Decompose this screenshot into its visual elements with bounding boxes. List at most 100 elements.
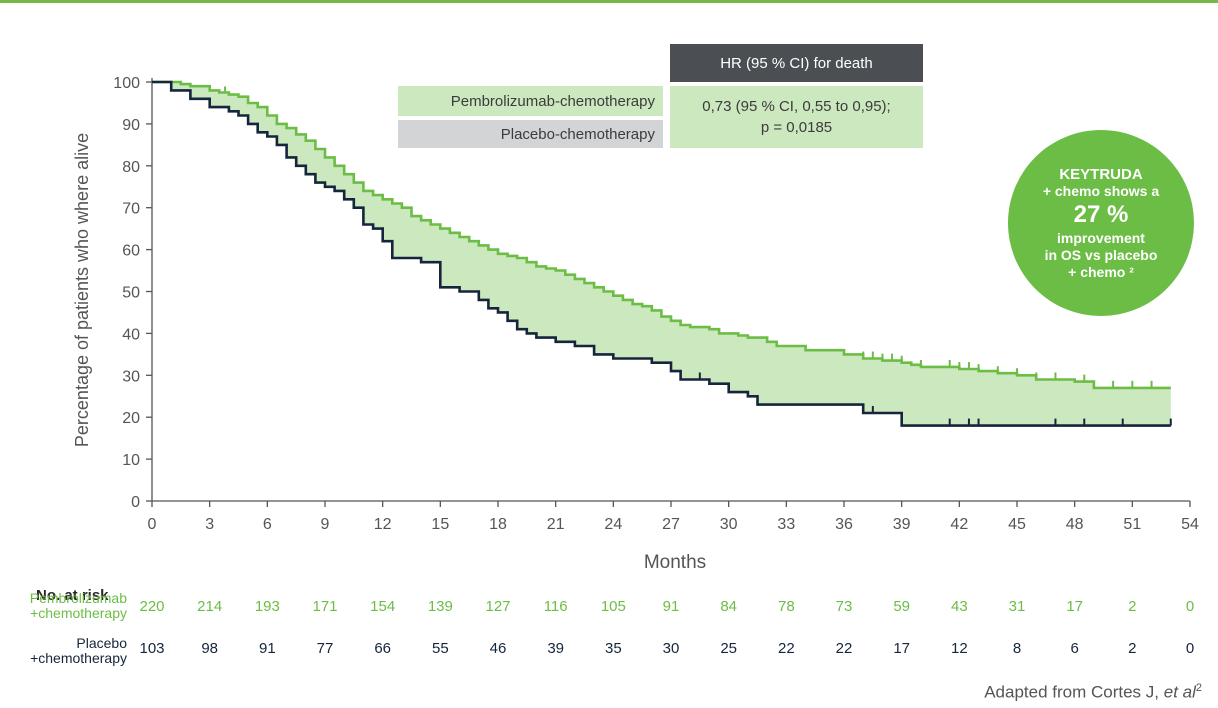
callout-percent: 27 %: [1073, 200, 1129, 228]
legend-placebo-label: Placebo-chemotherapy: [500, 125, 655, 143]
risk-pembro-24: 105: [600, 598, 626, 615]
risk-pembro-18: 127: [485, 598, 511, 615]
hr-value-line1: 0,73 (95 % CI, 0,55 to 0,95);: [702, 98, 891, 115]
x-tick-label: 12: [374, 516, 392, 533]
x-tick-label: 51: [1123, 516, 1141, 533]
risk-label-placebo-1: Placebo: [76, 635, 127, 651]
risk-placebo-36: 22: [835, 640, 853, 657]
top-rule: [0, 0, 1218, 3]
x-tick-label: 18: [489, 516, 507, 533]
y-tick-label: 20: [122, 410, 140, 427]
callout-line3: improvement: [1057, 229, 1145, 246]
source-etal: et al: [1163, 682, 1196, 702]
improvement-callout: KEYTRUDA + chemo shows a 27 % improvemen…: [1008, 130, 1194, 316]
legend-pembrolizumab-label: Pembrolizumab-chemotherapy: [450, 92, 655, 110]
risk-pembro-9: 171: [312, 598, 338, 615]
risk-placebo-3: 98: [201, 640, 218, 657]
x-tick-label: 6: [263, 516, 272, 533]
risk-pembro-54: 0: [1185, 598, 1195, 615]
risk-pembro-30: 84: [720, 598, 737, 615]
censor-marks: [224, 86, 1172, 426]
callout-brand: KEYTRUDA: [1059, 165, 1143, 183]
risk-placebo-9: 77: [316, 640, 334, 657]
y-tick-label: 0: [131, 494, 140, 511]
risk-placebo-15: 55: [431, 640, 449, 657]
risk-pembro-3: 214: [197, 598, 223, 615]
risk-placebo-30: 25: [720, 640, 737, 657]
axes: [146, 78, 1191, 507]
x-tick-label: 54: [1181, 516, 1199, 533]
x-tick-label: 27: [662, 516, 680, 533]
y-tick-label: 10: [122, 452, 140, 469]
risk-placebo-6: 91: [258, 640, 276, 657]
risk-pembro-36: 73: [835, 598, 853, 615]
risk-label-placebo: Placebo +chemotherapy: [30, 636, 127, 666]
risk-placebo-33: 22: [777, 640, 795, 657]
risk-placebo-27: 30: [662, 640, 680, 657]
risk-placebo-21: 39: [547, 640, 564, 657]
risk-label-placebo-2: +chemotherapy: [30, 650, 127, 666]
x-tick-label: 33: [777, 516, 795, 533]
risk-placebo-42: 12: [950, 640, 968, 657]
y-axis-label: Percentage of patients who where alive: [72, 133, 92, 447]
y-tick-label: 70: [122, 201, 140, 218]
x-tick-label: 30: [720, 516, 738, 533]
risk-pembro-27: 91: [662, 598, 680, 615]
x-tick-label: 3: [205, 516, 214, 533]
x-tick-label: 39: [893, 516, 911, 533]
risk-pembro-48: 17: [1066, 598, 1083, 615]
hr-value: 0,73 (95 % CI, 0,55 to 0,95); p = 0,0185: [670, 86, 923, 148]
callout-line2: + chemo shows a: [1042, 182, 1160, 199]
x-tick-label: 24: [604, 516, 622, 533]
x-tick-label: 45: [1008, 516, 1026, 533]
risk-placebo-12: 66: [374, 640, 391, 657]
risk-label-pembrolizumab-2: +chemotherapy: [30, 605, 127, 621]
y-tick-label: 50: [122, 285, 140, 302]
risk-pembro-33: 78: [777, 598, 795, 615]
risk-pembro-45: 31: [1008, 598, 1026, 615]
legend-pembrolizumab: Pembrolizumab-chemotherapy: [398, 86, 663, 116]
y-tick-label: 90: [122, 117, 140, 134]
risk-placebo-48: 6: [1070, 640, 1079, 657]
risk-placebo-45: 8: [1012, 640, 1022, 657]
risk-placebo-18: 46: [489, 640, 507, 657]
risk-pembro-6: 193: [254, 598, 280, 615]
risk-pembro-21: 116: [543, 598, 568, 615]
y-tick-label: 80: [122, 159, 140, 176]
x-axis-label: Months: [644, 552, 706, 573]
y-tick-label: 40: [122, 326, 140, 343]
risk-table-title: No. at risk: [36, 587, 109, 604]
callout-line4: in OS vs placebo: [1044, 246, 1158, 263]
source-text: Adapted from Cortes J, et al: [984, 682, 1196, 702]
risk-pembro-39: 59: [893, 598, 910, 615]
y-tick-label: 30: [122, 368, 140, 385]
hr-header: HR (95 % CI) for death: [670, 44, 923, 82]
risk-pembro-0: 220: [139, 598, 165, 615]
source-sup: 2: [1195, 682, 1202, 694]
callout-line5: + chemo ²: [1068, 263, 1134, 280]
x-tick-label: 48: [1066, 516, 1084, 533]
risk-placebo-51: 2: [1128, 640, 1137, 657]
risk-pembro-12: 154: [370, 598, 396, 615]
risk-label-pembrolizumab-1: Pembrolizumab: [29, 590, 127, 606]
hr-value-line2: p = 0,0185: [760, 119, 833, 136]
risk-placebo-0: 103: [139, 640, 165, 657]
risk-label-pembrolizumab: Pembrolizumab +chemotherapy: [30, 591, 127, 621]
x-tick-label: 9: [321, 516, 330, 533]
x-tick-label: 36: [835, 516, 853, 533]
risk-placebo-24: 35: [604, 640, 622, 657]
x-tick-label: 0: [148, 516, 157, 533]
x-tick-label: 15: [431, 516, 449, 533]
y-tick-label: 100: [113, 75, 140, 92]
pembrolizumab-survival-curve: [152, 80, 1171, 390]
survival-difference-area: [152, 82, 1171, 426]
legend-placebo: Placebo-chemotherapy: [398, 120, 663, 148]
x-tick-label: 21: [547, 516, 565, 533]
y-tick-label: 60: [122, 243, 140, 260]
x-tick-label: 42: [950, 516, 968, 533]
risk-pembro-51: 2: [1128, 598, 1137, 615]
placebo-survival-curve: [152, 80, 1171, 427]
risk-placebo-54: 0: [1185, 640, 1195, 657]
